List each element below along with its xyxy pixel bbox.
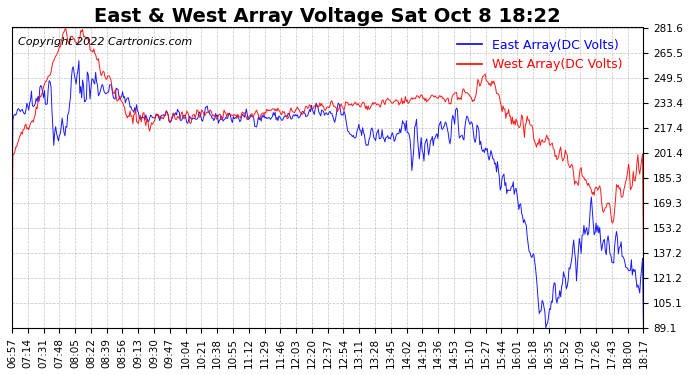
Legend: East Array(DC Volts), West Array(DC Volts): East Array(DC Volts), West Array(DC Volt…	[452, 34, 628, 76]
Text: Copyright 2022 Cartronics.com: Copyright 2022 Cartronics.com	[18, 36, 193, 46]
Title: East & West Array Voltage Sat Oct 8 18:22: East & West Array Voltage Sat Oct 8 18:2…	[95, 7, 561, 26]
